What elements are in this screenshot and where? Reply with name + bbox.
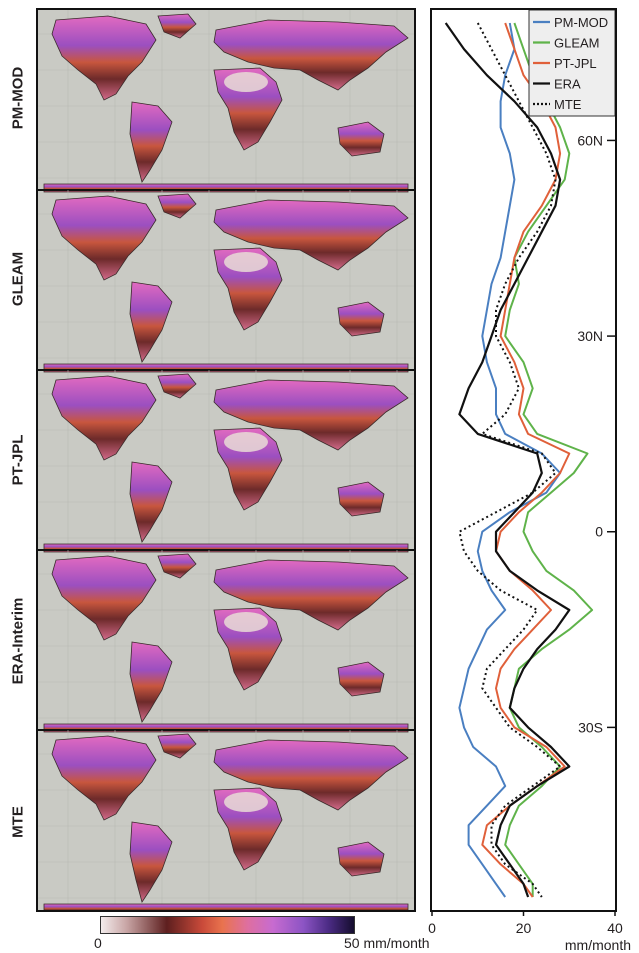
map-panel-0 xyxy=(38,10,414,193)
colorbar xyxy=(100,916,355,934)
continent-south-america xyxy=(129,461,173,543)
continent-south-america xyxy=(129,641,173,723)
continent-north-america xyxy=(51,735,157,821)
continent-north-america xyxy=(51,375,157,461)
continent-antarctica xyxy=(43,903,409,910)
series-line-pt-jpl xyxy=(481,22,571,898)
desert-patch xyxy=(224,612,268,632)
legend-label-4: MTE xyxy=(554,97,582,112)
continent-europe-asia xyxy=(213,559,409,631)
continent-australia xyxy=(337,121,385,157)
continent-australia xyxy=(337,481,385,517)
y-tick-label-1: 30N xyxy=(577,328,603,344)
continent-south-america xyxy=(129,101,173,183)
legend: PM-MOD GLEAM PT-JPL ERA MTE xyxy=(528,10,615,117)
x-tick-label-2: 40 xyxy=(607,920,623,936)
maps-panel xyxy=(36,8,416,912)
desert-patch xyxy=(224,252,268,272)
continent-greenland xyxy=(157,553,197,579)
continent-greenland xyxy=(157,193,197,219)
maps-svg xyxy=(38,10,414,910)
continent-australia xyxy=(337,301,385,337)
desert-patch xyxy=(224,432,268,452)
continent-greenland xyxy=(157,373,197,399)
continent-australia xyxy=(337,661,385,697)
x-tick-label-0: 0 xyxy=(428,920,436,936)
continent-south-america xyxy=(129,821,173,903)
continent-europe-asia xyxy=(213,739,409,811)
continent-australia xyxy=(337,841,385,877)
continent-greenland xyxy=(157,13,197,39)
continent-north-america xyxy=(51,195,157,281)
continent-greenland xyxy=(157,733,197,759)
continent-north-america xyxy=(51,555,157,641)
desert-patch xyxy=(224,72,268,92)
colorbar-min-label: 0 xyxy=(94,935,102,951)
profile-chart: 60N 30N 0 30S PM-MOD GLEAM PT-JPL ERA MTE xyxy=(444,10,615,898)
map-label-gleam: GLEAM xyxy=(9,251,27,307)
legend-label-2: PT-JPL xyxy=(554,56,597,71)
x-tick-label-1: 20 xyxy=(516,920,532,936)
colorbar-max-label: 50 mm/month xyxy=(344,935,430,951)
legend-label-1: GLEAM xyxy=(554,36,600,51)
legend-label-0: PM-MOD xyxy=(554,15,608,30)
x-axis-label: mm/month xyxy=(565,937,631,953)
y-tick-label-0: 60N xyxy=(577,132,603,148)
desert-patch xyxy=(224,792,268,812)
map-panel-4 xyxy=(38,730,414,910)
continent-south-america xyxy=(129,281,173,363)
continent-europe-asia xyxy=(213,19,409,91)
map-panel-2 xyxy=(38,370,414,553)
map-panel-3 xyxy=(38,550,414,733)
map-label-era-interim: ERA-Interim xyxy=(9,597,27,685)
y-tick-label-3: 30S xyxy=(578,719,603,735)
y-tick-label-2: 0 xyxy=(595,524,603,540)
continent-europe-asia xyxy=(213,379,409,451)
profile-panel: 60N 30N 0 30S PM-MOD GLEAM PT-JPL ERA MTE xyxy=(430,8,617,912)
map-label-pm-mod: PM-MOD xyxy=(9,66,27,130)
continent-north-america xyxy=(51,15,157,101)
series-line-mte xyxy=(458,22,562,898)
map-label-pt-jpl: PT-JPL xyxy=(9,434,27,486)
series-line-era xyxy=(444,22,571,898)
map-label-mte: MTE xyxy=(9,806,27,838)
continent-europe-asia xyxy=(213,199,409,271)
map-panel-1 xyxy=(38,190,414,373)
legend-label-3: ERA xyxy=(554,77,581,92)
series-line-pm-mod xyxy=(458,22,562,898)
